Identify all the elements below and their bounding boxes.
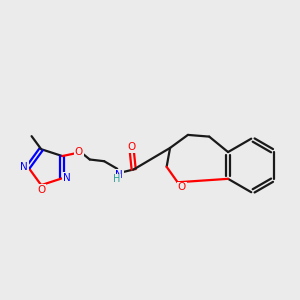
- Text: O: O: [178, 182, 186, 192]
- Text: N: N: [20, 162, 28, 172]
- Text: O: O: [128, 142, 136, 152]
- Text: O: O: [37, 185, 45, 195]
- Text: N: N: [62, 173, 70, 183]
- Text: H: H: [113, 174, 120, 184]
- Text: O: O: [75, 147, 83, 157]
- Text: N: N: [115, 169, 123, 180]
